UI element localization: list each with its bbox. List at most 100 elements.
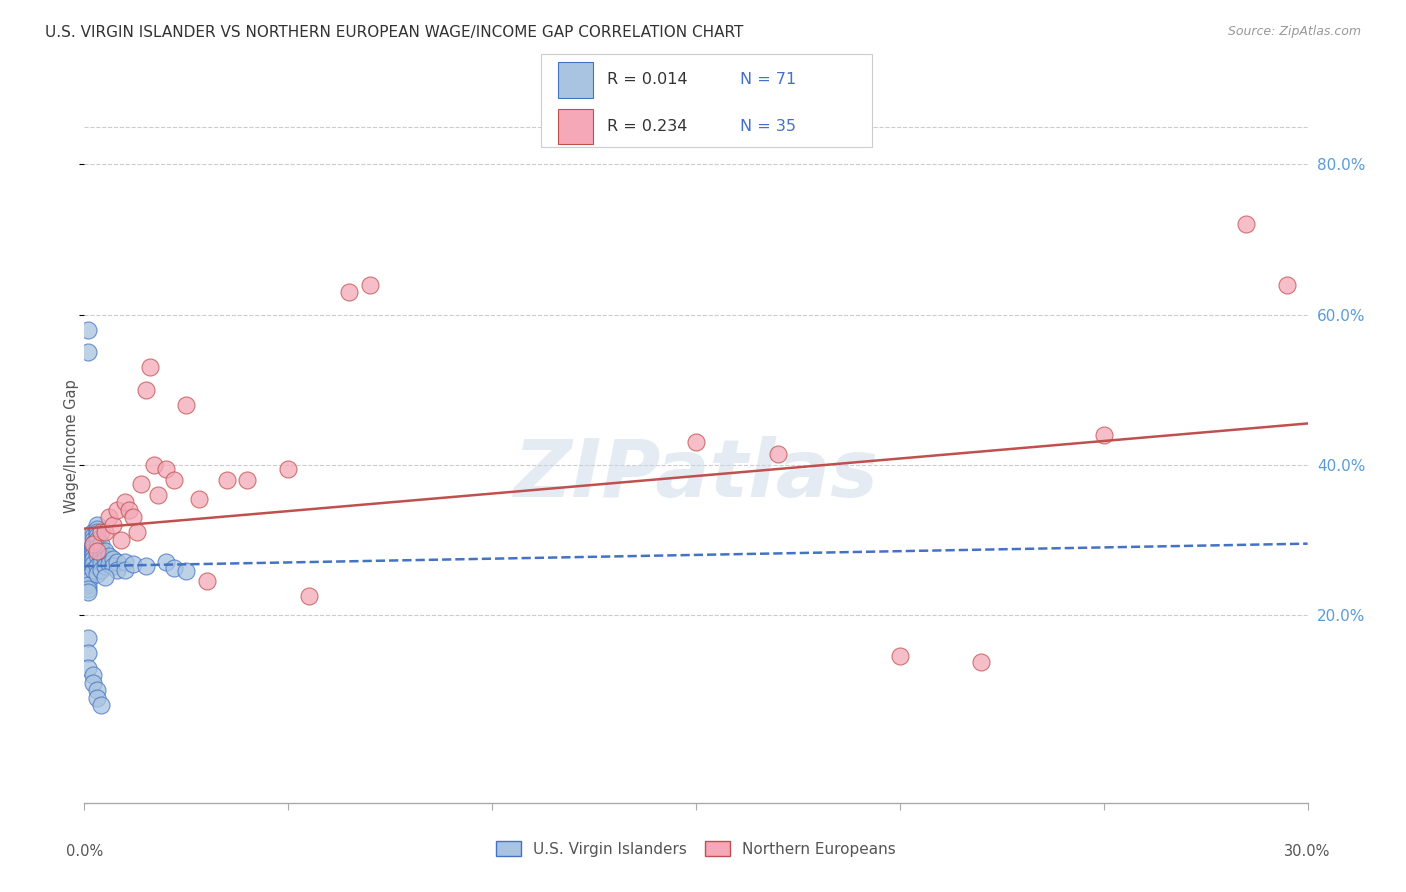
Point <box>110 533 132 547</box>
Point <box>114 563 136 577</box>
Point <box>97 510 120 524</box>
Point <box>86 559 108 574</box>
Point <box>77 544 100 558</box>
Point <box>77 561 100 575</box>
Point <box>236 473 259 487</box>
Point <box>90 563 112 577</box>
Point <box>163 561 186 575</box>
Point <box>77 574 100 589</box>
Point <box>163 473 186 487</box>
Point <box>93 551 115 566</box>
Y-axis label: Wage/Income Gap: Wage/Income Gap <box>63 379 79 513</box>
Point <box>685 435 707 450</box>
Point <box>93 525 115 540</box>
Point <box>90 549 112 564</box>
Point <box>86 566 108 581</box>
Point <box>77 554 100 568</box>
Point <box>86 525 108 540</box>
Point <box>86 522 108 536</box>
Point <box>77 569 100 583</box>
Point <box>82 529 104 543</box>
Point <box>142 458 165 472</box>
Point <box>77 556 100 570</box>
Point <box>277 461 299 475</box>
Point <box>86 517 108 532</box>
Point <box>77 548 100 562</box>
Text: 30.0%: 30.0% <box>1285 844 1330 859</box>
Point <box>77 546 100 560</box>
Text: R = 0.014: R = 0.014 <box>607 72 688 87</box>
Point <box>86 690 108 705</box>
Point <box>1277 277 1299 292</box>
Point <box>82 536 104 550</box>
Point <box>82 533 104 547</box>
Point <box>970 655 993 669</box>
Text: R = 0.234: R = 0.234 <box>607 119 688 134</box>
Point <box>82 551 104 566</box>
Text: ZIPatlas: ZIPatlas <box>513 435 879 514</box>
Point <box>174 398 197 412</box>
Point <box>77 565 100 579</box>
Point <box>93 544 115 558</box>
Point <box>105 503 128 517</box>
Point <box>889 649 911 664</box>
Point <box>97 549 120 564</box>
Point <box>77 559 100 574</box>
Point <box>146 488 169 502</box>
Point <box>77 563 100 577</box>
Point <box>86 533 108 547</box>
Point <box>187 491 209 506</box>
Point <box>118 503 141 517</box>
Text: U.S. VIRGIN ISLANDER VS NORTHERN EUROPEAN WAGE/INCOME GAP CORRELATION CHART: U.S. VIRGIN ISLANDER VS NORTHERN EUROPEA… <box>45 25 744 40</box>
Point <box>77 551 100 566</box>
Point <box>122 510 145 524</box>
Point <box>101 551 124 566</box>
Point <box>77 631 100 645</box>
Point <box>86 541 108 555</box>
Point <box>1236 218 1258 232</box>
Point <box>77 557 100 571</box>
Point <box>93 559 115 574</box>
Text: N = 35: N = 35 <box>740 119 796 134</box>
Point <box>114 495 136 509</box>
Point <box>77 345 100 359</box>
Point <box>86 683 108 698</box>
Point <box>82 541 104 555</box>
Text: Source: ZipAtlas.com: Source: ZipAtlas.com <box>1227 25 1361 38</box>
Point <box>77 322 100 336</box>
Point <box>82 525 104 540</box>
Point <box>82 536 104 550</box>
Point <box>86 548 108 562</box>
Point <box>90 556 112 570</box>
Point <box>90 544 112 558</box>
Point <box>155 461 177 475</box>
Point <box>122 557 145 571</box>
Point <box>77 646 100 660</box>
Point <box>101 517 124 532</box>
Point <box>195 574 218 589</box>
Point <box>77 585 100 599</box>
Point <box>114 556 136 570</box>
Point <box>101 559 124 574</box>
Point <box>135 383 157 397</box>
Point <box>1092 427 1115 442</box>
Point <box>298 589 321 603</box>
Point <box>82 544 104 558</box>
Point <box>77 570 100 584</box>
Point <box>93 570 115 584</box>
Point <box>217 473 239 487</box>
Point <box>82 675 104 690</box>
Point <box>359 277 381 292</box>
Point <box>86 544 108 558</box>
Text: 0.0%: 0.0% <box>66 844 103 859</box>
Point <box>155 556 177 570</box>
Text: N = 71: N = 71 <box>740 72 796 87</box>
Point <box>77 550 100 565</box>
Point <box>90 536 112 550</box>
Point <box>105 563 128 577</box>
Point <box>77 582 100 596</box>
Point <box>127 525 149 540</box>
Point <box>77 578 100 592</box>
Point <box>138 360 160 375</box>
Point <box>82 563 104 577</box>
